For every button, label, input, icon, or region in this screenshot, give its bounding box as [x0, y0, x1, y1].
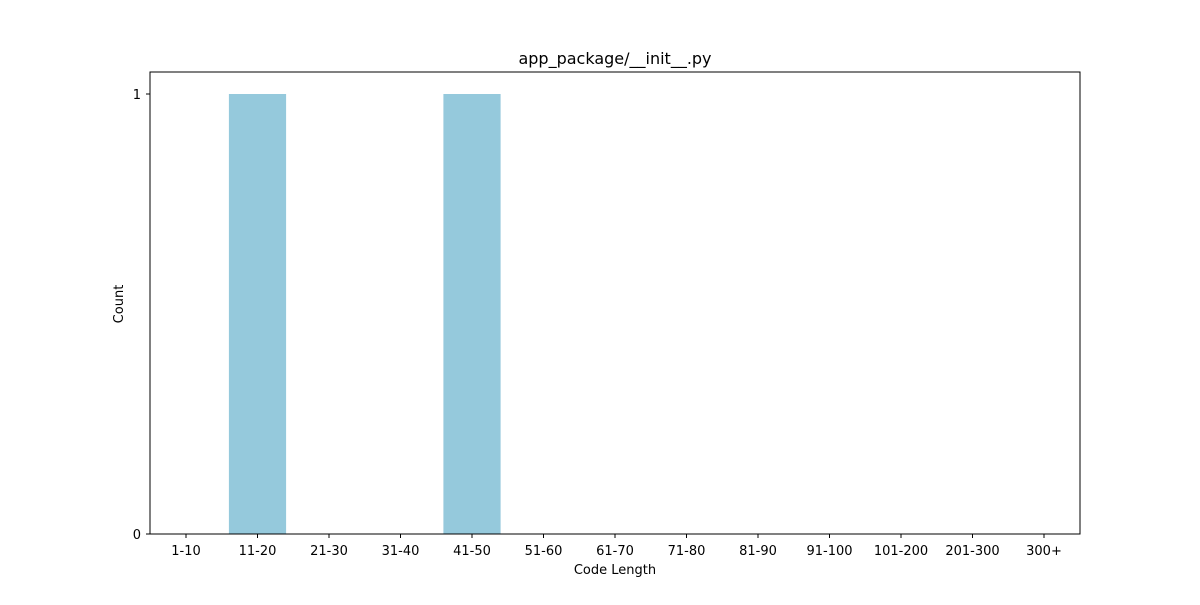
bar-11-20 — [229, 94, 286, 534]
x-tick-label: 201-300 — [945, 544, 999, 559]
x-tick-label: 51-60 — [525, 544, 563, 559]
bar-group — [229, 94, 501, 534]
x-axis: 1-10 11-20 21-30 31-40 41-50 51-60 61-70 71-80 8… — [171, 534, 1062, 559]
x-tick-label: 91-100 — [806, 544, 852, 559]
x-tick-label: 41-50 — [453, 544, 491, 559]
plot-frame — [150, 72, 1080, 534]
x-tick-label: 71-80 — [668, 544, 706, 559]
chart-title: app_package/__init__.py — [518, 49, 711, 69]
x-tick-label: 81-90 — [739, 544, 777, 559]
y-tick-label: 1 — [133, 88, 141, 103]
x-tick-label: 300+ — [1026, 544, 1062, 559]
x-tick-label: 31-40 — [382, 544, 420, 559]
x-tick-label: 11-20 — [239, 544, 277, 559]
x-tick-label: 101-200 — [874, 544, 928, 559]
x-axis-label: Code Length — [574, 563, 656, 578]
y-tick-label: 0 — [133, 528, 141, 543]
y-axis-label: Count — [112, 285, 127, 324]
y-axis: 01 — [133, 88, 150, 543]
bar-41-50 — [443, 94, 500, 534]
x-tick-label: 21-30 — [310, 544, 348, 559]
x-tick-label: 1-10 — [171, 544, 201, 559]
x-tick-label: 61-70 — [596, 544, 634, 559]
